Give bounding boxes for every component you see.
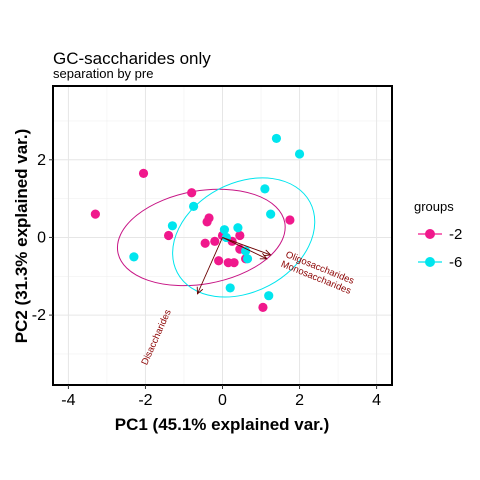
- point-group--2: [258, 302, 268, 312]
- point-group--6: [129, 252, 139, 262]
- legend-label--6: -6: [449, 254, 462, 271]
- loading-arrow-oligosaccharides: [222, 237, 271, 256]
- y-axis-title: PC2 (31.3% explained var.): [12, 129, 31, 344]
- point-group--2: [214, 256, 224, 266]
- point-group--2: [235, 230, 245, 241]
- x-tick-label: 4: [372, 392, 381, 409]
- point-group--6: [241, 246, 251, 256]
- point-group--2: [229, 258, 239, 268]
- plot-panel: OligosaccharidesMonosaccharidesDisacchar…: [52, 85, 393, 386]
- x-tick-label: 2: [295, 392, 304, 409]
- loading-arrowhead: [263, 249, 272, 257]
- point-group--2: [285, 215, 295, 225]
- point-group--6: [219, 225, 230, 235]
- x-tick-label: -2: [138, 392, 152, 409]
- point-group--2: [200, 238, 210, 248]
- chart-title: GC-saccharides only: [53, 49, 211, 68]
- grid: [53, 86, 392, 385]
- loading-arrowhead: [196, 286, 204, 295]
- legend: groups -2 -6: [414, 199, 462, 271]
- chart-subtitle: separation by pre: [53, 66, 153, 81]
- legend-items: -2 -6: [418, 226, 462, 271]
- point-group--6: [225, 283, 235, 293]
- x-tick-label: 0: [218, 392, 227, 409]
- point-group--6: [242, 254, 253, 264]
- point-group--6: [264, 291, 274, 301]
- point-group--2: [163, 230, 174, 241]
- point-group--2: [204, 213, 214, 223]
- x-axis-title: PC1 (45.1% explained var.): [115, 415, 330, 434]
- loading-arrow-disaccharides: [197, 237, 223, 294]
- loading-arrow-monosaccharides: [222, 237, 267, 260]
- point-group--6: [260, 184, 270, 194]
- legend-key-point: [425, 257, 435, 267]
- y-tick-label: 0: [37, 229, 46, 246]
- x-axis: -4 -2 0 2 4: [61, 385, 381, 409]
- y-tick-label: 2: [37, 152, 46, 169]
- legend-title: groups: [414, 199, 454, 214]
- point-group--6: [271, 133, 282, 144]
- point-group--6: [167, 221, 178, 231]
- ellipse-group--6: [172, 177, 316, 298]
- point-group--2: [187, 188, 197, 198]
- point-group--6: [294, 149, 305, 159]
- point-group--2: [138, 168, 149, 178]
- point-group--6: [266, 209, 276, 219]
- data-points: [90, 133, 305, 312]
- legend-label--2: -2: [449, 226, 462, 243]
- loading-arrowhead: [259, 253, 268, 260]
- legend-key-point: [425, 229, 435, 239]
- point-group--2: [90, 209, 100, 219]
- point-group--2: [210, 236, 220, 246]
- point-group--6: [189, 201, 199, 211]
- y-axis: -2 0 2: [32, 152, 53, 324]
- point-group--6: [233, 223, 243, 233]
- y-tick-label: -2: [32, 307, 46, 324]
- x-tick-label: -4: [61, 392, 75, 409]
